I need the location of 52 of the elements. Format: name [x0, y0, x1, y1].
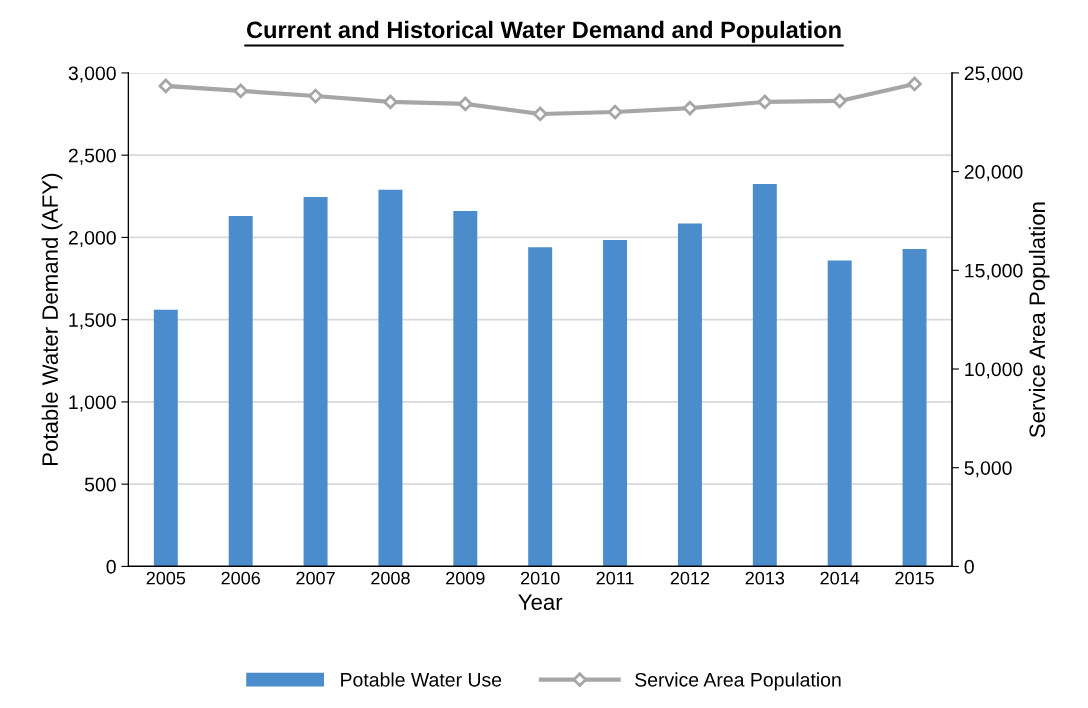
point [832, 93, 847, 109]
x-tick-label: 2008 [371, 571, 410, 585]
x-tick-label: 2010 [521, 571, 560, 585]
x-axis-title: Year [518, 594, 563, 610]
point [682, 100, 698, 116]
x-tick-label: 2007 [296, 571, 335, 585]
x-tick-label: 2005 [146, 571, 186, 585]
bar [303, 197, 328, 567]
y-tick-label: 1,000 [69, 395, 116, 412]
point [458, 96, 473, 112]
x-tick-label: 2006 [221, 571, 260, 585]
x-tick-label: 2011 [596, 571, 634, 585]
bar [603, 239, 628, 567]
bar [677, 223, 702, 567]
point [607, 104, 623, 120]
y-axis-title: Potable Water Demand (AFY) [41, 173, 63, 465]
y2-tick-label: 25,000 [964, 66, 1023, 83]
y2-tick-label: 20,000 [964, 165, 1023, 182]
point [158, 78, 174, 94]
bar [528, 247, 553, 567]
y2-axis-title: Service Area Population [1028, 202, 1050, 438]
bar [453, 211, 478, 567]
bar [378, 189, 403, 567]
bar [153, 309, 178, 567]
point [757, 94, 773, 110]
x-tick-label: 2012 [670, 571, 710, 585]
bar [228, 216, 253, 567]
y2-tick-label: 5,000 [964, 461, 1012, 478]
bar [752, 183, 777, 567]
legend-label: Potable Water Use [341, 672, 502, 687]
legend-label: Service Area Population [635, 672, 841, 691]
x-tick-label: 2015 [895, 571, 934, 585]
y-tick-label: 3,000 [68, 66, 116, 83]
point [308, 88, 323, 104]
y-tick-label: 0 [106, 559, 116, 574]
y2-tick-label: 15,000 [965, 263, 1023, 280]
point [907, 76, 922, 92]
point [383, 94, 398, 110]
y-tick-label: 2,000 [68, 230, 116, 247]
y2-tick-label: 0 [964, 559, 974, 574]
x-tick-label: 2014 [820, 571, 860, 585]
x-tick-label: 2009 [446, 571, 485, 585]
chart-title: Current and Historical Water Demand and Population [246, 20, 841, 43]
y-tick-label: 500 [84, 477, 116, 492]
y-tick-label: 2,500 [68, 148, 116, 165]
y2-tick-label: 10,000 [965, 362, 1023, 379]
y-tick-label: 1,500 [69, 313, 116, 330]
point [532, 106, 548, 122]
bar [827, 260, 852, 567]
bar [902, 248, 927, 567]
x-tick-label: 2013 [745, 571, 785, 585]
point [233, 83, 248, 99]
